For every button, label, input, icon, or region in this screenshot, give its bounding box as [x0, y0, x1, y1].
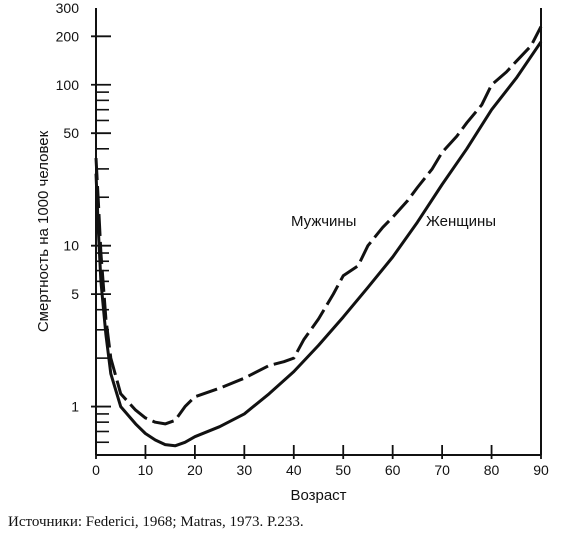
series-label-women: Женщины [426, 213, 496, 230]
x-tick-label: 80 [484, 462, 500, 478]
x-tick-label: 20 [187, 462, 203, 478]
x-tick-label: 90 [533, 462, 549, 478]
mortality-chart: 1 5 10 50 100 200 300 0 10 20 30 40 50 60 70 80 90 Возр… [35, 0, 549, 504]
y-axis: 1 5 10 50 100 200 300 [56, 0, 111, 444]
series-label-men: Мужчины [291, 213, 356, 230]
series-women-line [94, 40, 543, 448]
x-tick-label: 50 [335, 462, 351, 478]
y-tick-label: 10 [63, 238, 79, 254]
x-tick-label: 60 [385, 462, 401, 478]
x-axis-title: Возраст [290, 487, 346, 504]
y-tick-label: 300 [56, 0, 80, 16]
y-tick-label: 50 [63, 125, 79, 141]
x-tick-label: 0 [92, 462, 100, 478]
x-tick-label: 40 [286, 462, 302, 478]
y-tick-label: 5 [71, 286, 79, 302]
x-tick-label: 70 [434, 462, 450, 478]
y-axis-title: Смертность на 1000 человек [35, 130, 52, 332]
series-men-line [94, 25, 543, 426]
y-tick-label: 1 [71, 399, 79, 415]
y-tick-label: 200 [56, 28, 80, 44]
x-axis: 0 10 20 30 40 50 60 70 80 90 [92, 445, 549, 478]
x-tick-label: 10 [138, 462, 154, 478]
plot-frame [95, 8, 542, 456]
series-layer [94, 25, 543, 448]
y-tick-label: 100 [56, 77, 80, 93]
x-tick-label: 30 [237, 462, 253, 478]
source-note: Источники: Federici, 1968; Matras, 1973.… [8, 514, 304, 530]
